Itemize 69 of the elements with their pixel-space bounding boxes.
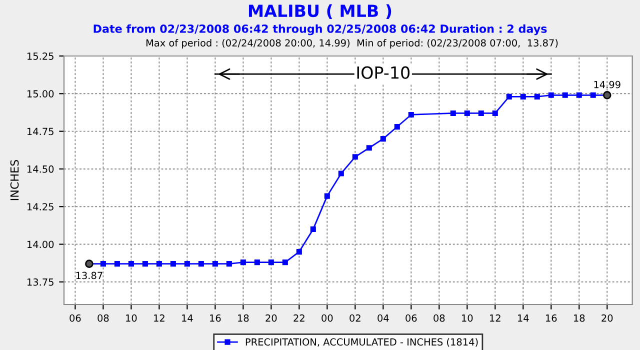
point [254,260,260,266]
x-tick-label: 16 [210,314,221,322]
point [324,193,330,199]
x-tick-label: 20 [266,314,277,322]
x-tick-label: 08 [98,314,109,322]
data-label: 13.87 [76,272,102,280]
y-tick-label: 14.50 [28,165,54,173]
y-tick-label: 15.00 [28,90,54,98]
chart-subtitle: Date from 02/23/2008 06:42 through 02/25/2008 06:42 Duration : 2 days [94,24,547,36]
x-tick-label: 16 [546,314,557,322]
point [366,145,372,151]
point [268,260,274,266]
x-tick-label: 12 [154,314,164,322]
point [128,261,134,267]
point [562,92,568,98]
x-tick-label: 20 [602,314,613,322]
x-tick-label: 14 [182,314,193,322]
point [142,261,148,267]
point [380,136,386,142]
point [408,112,414,118]
point [492,110,498,116]
point [282,260,288,266]
data-label: 14.99 [594,80,620,88]
point [590,92,596,98]
point [100,261,106,267]
x-tick-label: 22 [294,314,304,322]
point [478,110,484,116]
point [226,261,232,267]
point [576,92,582,98]
x-tick-label: 10 [126,314,137,322]
x-tick-label: 08 [434,314,445,322]
point [310,226,316,232]
point [212,261,218,267]
point [394,124,400,130]
point [534,94,540,100]
y-tick-label: 14.00 [28,240,54,248]
x-tick-label: 00 [322,314,333,322]
point [240,260,246,266]
point [296,249,302,255]
point [114,261,120,267]
x-tick-label: 02 [350,314,360,322]
chart-title: MALIBU ( MLB ) [248,4,392,20]
point [184,261,190,267]
x-tick-label: 12 [490,314,500,322]
x-tick-label: 10 [462,314,473,322]
x-tick-label: 06 [70,314,81,322]
x-tick-label: 06 [406,314,417,322]
y-tick-label: 14.25 [28,203,54,210]
point [338,170,344,176]
y-axis-title: INCHES [10,160,19,200]
x-tick-label: 18 [238,314,249,322]
point [170,261,176,267]
point [464,110,470,116]
y-tick-label: 13.75 [28,278,54,286]
point [450,110,456,116]
point [156,261,162,267]
point [352,154,358,160]
text: Max of period : (02/24/2008 20:00, 14.99) Min of period: (02/23/2008 07:00, 13.87) [146,39,558,48]
x-tick-label: 18 [574,314,585,322]
point [198,261,204,267]
y-tick-label: 15.25 [28,52,54,60]
y-tick-label: 14.75 [28,128,54,136]
point [548,92,554,98]
point [506,94,512,100]
x-tick-label: 04 [378,314,389,322]
legend-label: PRECIPITATION, ACCUMULATED - INCHES (1814) [246,338,478,347]
annotation: IOP-10 [357,66,410,79]
x-tick-label: 14 [518,314,529,322]
point [520,94,526,100]
